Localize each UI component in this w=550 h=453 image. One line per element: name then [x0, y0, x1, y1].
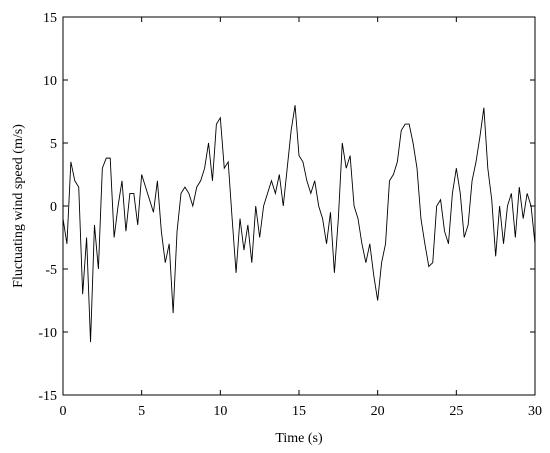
x-tick-label: 0 [60, 404, 67, 419]
x-axis-label: Time (s) [275, 431, 323, 446]
y-tick-label: 10 [43, 74, 57, 89]
y-tick-label: 15 [43, 11, 57, 26]
data-line [62, 105, 536, 343]
x-tick-label: 25 [449, 404, 463, 419]
y-tick-label: -15 [38, 389, 57, 404]
x-tick-label: 20 [371, 404, 385, 419]
y-tick-label: 5 [50, 137, 57, 152]
x-tick-label: 10 [213, 404, 227, 419]
plot-frame [62, 16, 536, 396]
x-tick-label: 15 [292, 404, 306, 419]
y-axis-label: Fluctuating wind speed (m/s) [11, 124, 26, 288]
x-tick-label: 5 [138, 404, 145, 419]
x-tick-label: 30 [528, 404, 542, 419]
y-tick-label: 0 [50, 200, 57, 215]
y-tick-label: -5 [45, 263, 57, 278]
y-tick-label: -10 [38, 326, 57, 341]
